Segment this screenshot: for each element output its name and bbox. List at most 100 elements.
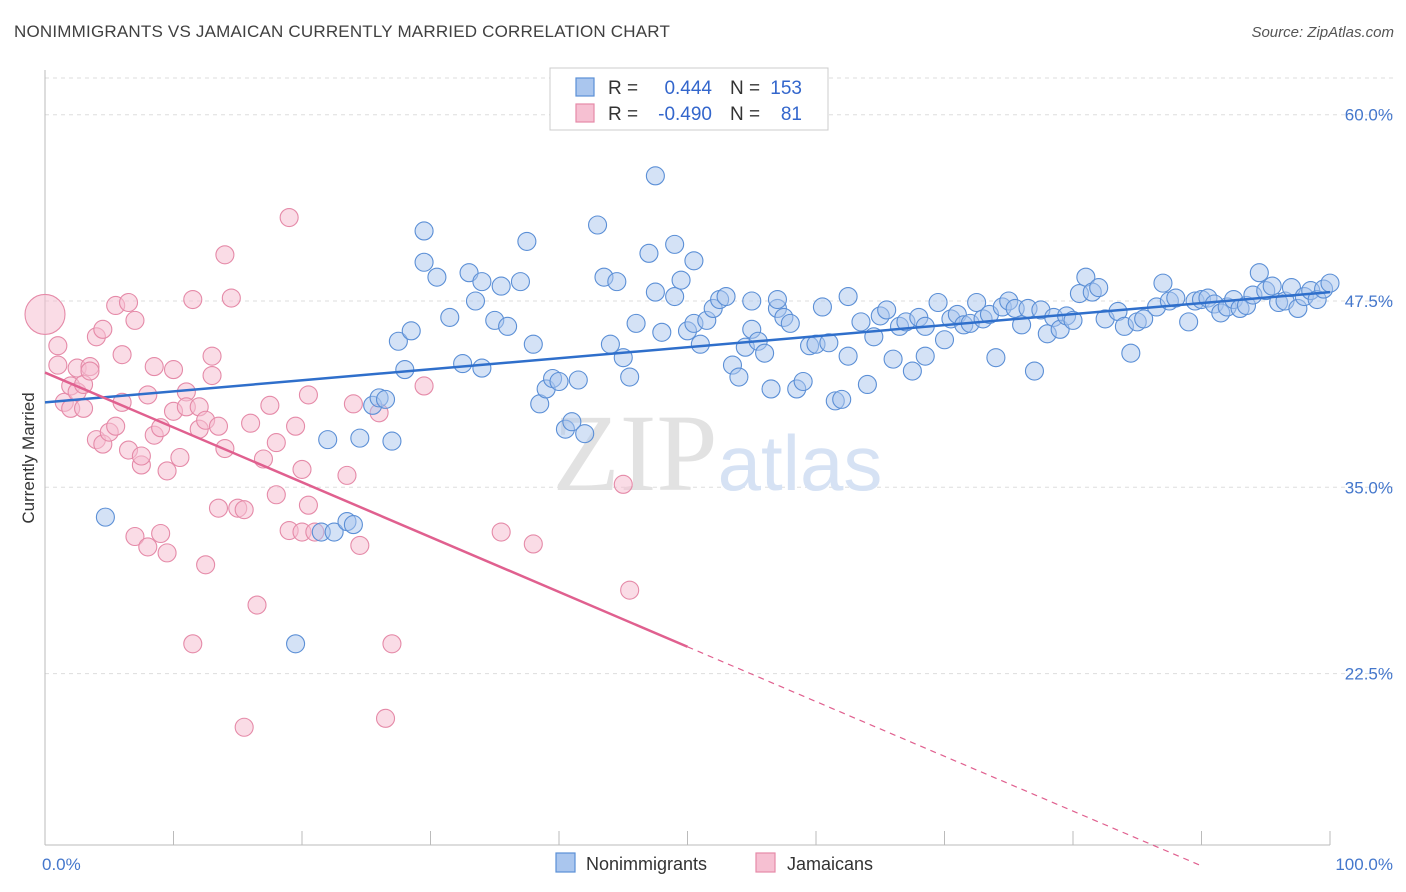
point-nonimmigrants [915, 346, 935, 366]
point-nonimmigrants [883, 349, 903, 369]
point-nonimmigrants [639, 243, 659, 263]
point-nonimmigrants [645, 166, 665, 186]
grid-lines [45, 77, 1395, 675]
point-nonimmigrants [1089, 278, 1109, 298]
point-nonimmigrants [414, 221, 434, 241]
point-jamaicans [151, 523, 171, 544]
point-nonimmigrants [626, 313, 646, 333]
point-nonimmigrants [414, 252, 434, 272]
point-jamaicans [620, 580, 640, 600]
watermark-zip: ZIP [553, 392, 718, 514]
legend-n-value-1: 153 [770, 78, 802, 99]
point-nonimmigrants [1249, 263, 1269, 283]
point-nonimmigrants [318, 430, 338, 450]
point-nonimmigrants [440, 307, 460, 327]
point-jamaicans [241, 413, 261, 433]
point-nonimmigrants [729, 367, 749, 387]
point-nonimmigrants [510, 272, 531, 292]
legend-swatch-blue [575, 77, 595, 97]
y-tick-labels: 22.5% 35.0% 47.5% 60.0% [1345, 106, 1393, 684]
point-nonimmigrants [986, 348, 1006, 368]
chart-title: NONIMMIGRANTS VS JAMAICAN CURRENTLY MARR… [14, 22, 671, 41]
point-nonimmigrants [665, 234, 685, 254]
legend-r-value-1: 0.444 [664, 78, 712, 99]
axes [44, 70, 1331, 846]
point-jamaicans [138, 537, 158, 557]
point-jamaicans [106, 416, 126, 436]
point-nonimmigrants [742, 291, 762, 311]
y-tick-label: 60.0% [1345, 106, 1393, 125]
source-label[interactable]: Source: ZipAtlas.com [1251, 24, 1394, 41]
point-nonimmigrants [645, 282, 665, 302]
point-nonimmigrants [388, 331, 408, 351]
y-tick-label: 35.0% [1345, 478, 1393, 497]
legend-r-value-2: -0.490 [658, 104, 712, 125]
point-nonimmigrants [877, 300, 897, 320]
point-jamaicans [343, 394, 363, 414]
series-nonimmigrants [95, 166, 1340, 654]
point-jamaicans [48, 355, 68, 375]
point-nonimmigrants [382, 431, 402, 451]
point-nonimmigrants [1166, 288, 1186, 308]
point-jamaicans [80, 361, 100, 381]
point-nonimmigrants [517, 231, 537, 251]
point-jamaicans [144, 357, 164, 377]
point-jamaicans [202, 365, 222, 386]
point-nonimmigrants [857, 374, 877, 395]
legend-box [549, 67, 829, 131]
point-nonimmigrants [575, 424, 595, 444]
bottom-legend-swatch-blue [555, 852, 576, 873]
point-nonimmigrants [600, 334, 620, 354]
point-nonimmigrants [498, 316, 518, 336]
point-jamaicans [613, 474, 633, 494]
point-jamaicans [234, 717, 254, 737]
legend-swatch-pink [575, 103, 595, 123]
point-nonimmigrants [934, 330, 955, 350]
point-nonimmigrants [453, 354, 473, 374]
watermark-atlas: atlas [718, 419, 883, 507]
series-jamaicans [24, 207, 640, 737]
point-nonimmigrants [343, 515, 363, 535]
point-jamaicans [491, 522, 511, 542]
trend-line-jamaicans-extension [687, 646, 1202, 867]
point-jamaicans [131, 446, 151, 466]
point-nonimmigrants [684, 251, 704, 271]
point-nonimmigrants [607, 272, 627, 292]
point-jamaicans [157, 461, 177, 481]
point-jamaicans [382, 634, 402, 654]
point-nonimmigrants [401, 321, 421, 341]
point-nonimmigrants [1063, 310, 1083, 330]
point-nonimmigrants [690, 334, 710, 354]
point-jamaicans [286, 416, 306, 436]
point-nonimmigrants [375, 389, 396, 409]
point-jamaicans [375, 708, 396, 728]
bottom-legend-jamaicans: Jamaicans [787, 854, 873, 874]
point-nonimmigrants [350, 428, 370, 448]
point-nonimmigrants [902, 361, 922, 381]
point-jamaicans [279, 207, 299, 228]
point-jamaicans [196, 555, 216, 575]
y-axis-title: Currently Married [19, 392, 38, 523]
point-nonimmigrants [523, 334, 543, 354]
point-nonimmigrants [1121, 343, 1141, 363]
legend-r-label-1: R = [608, 78, 638, 99]
legend-r-label-2: R = [608, 104, 638, 125]
legend-n-label-2: N = [730, 104, 760, 125]
point-nonimmigrants [286, 634, 306, 654]
point-nonimmigrants [928, 292, 948, 313]
point-jamaicans [183, 634, 203, 654]
trend-line-jamaicans [44, 371, 688, 648]
point-jamaicans [350, 535, 370, 555]
point-nonimmigrants [1012, 315, 1032, 335]
point-nonimmigrants [838, 346, 858, 366]
point-jamaicans [125, 526, 145, 547]
point-jamaicans [414, 376, 434, 396]
point-nonimmigrants [395, 360, 415, 380]
point-jamaicans [112, 345, 132, 365]
x-tick-labels: 0.0% 100.0% [42, 855, 1393, 874]
point-jamaicans [208, 416, 229, 436]
point-jamaicans [208, 498, 229, 518]
point-nonimmigrants [652, 322, 672, 342]
point-nonimmigrants [562, 412, 582, 432]
point-nonimmigrants [472, 358, 492, 378]
